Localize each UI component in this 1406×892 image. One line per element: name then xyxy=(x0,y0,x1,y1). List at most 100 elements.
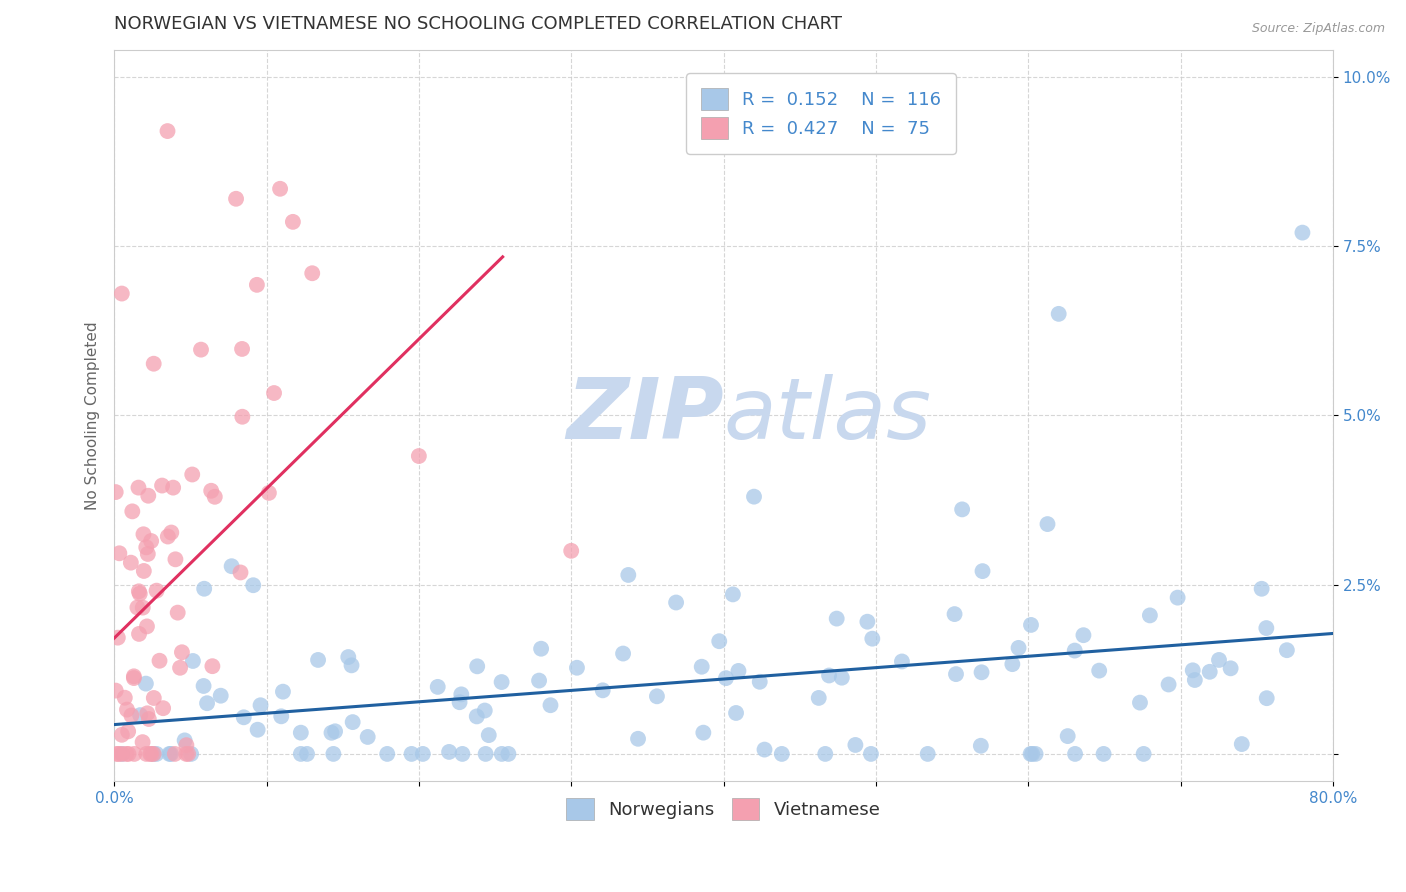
Point xyxy=(290,725,312,739)
Point xyxy=(323,724,346,739)
Point xyxy=(1063,643,1085,657)
Point xyxy=(290,747,312,761)
Point xyxy=(249,698,271,713)
Point xyxy=(271,684,294,698)
Point xyxy=(142,747,165,761)
Point xyxy=(340,658,363,673)
Point xyxy=(465,709,488,723)
Point xyxy=(592,683,614,698)
Point xyxy=(770,747,793,761)
Point xyxy=(135,676,157,690)
Point xyxy=(1256,691,1278,706)
Point xyxy=(337,650,360,665)
Point xyxy=(160,525,183,540)
Point xyxy=(1184,673,1206,687)
Point xyxy=(831,671,853,685)
Point xyxy=(145,583,167,598)
Point xyxy=(127,600,149,615)
Text: NORWEGIAN VS VIETNAMESE NO SCHOOLING COMPLETED CORRELATION CHART: NORWEGIAN VS VIETNAMESE NO SCHOOLING COM… xyxy=(114,15,842,33)
Point xyxy=(176,738,198,752)
Point xyxy=(177,747,200,761)
Point xyxy=(195,696,218,710)
Point xyxy=(108,546,131,560)
Point xyxy=(1256,621,1278,635)
Point xyxy=(1073,628,1095,642)
Point xyxy=(156,529,179,543)
Point xyxy=(107,631,129,645)
Point xyxy=(742,490,765,504)
Point xyxy=(136,547,159,561)
Point xyxy=(246,277,269,292)
Point xyxy=(450,687,472,701)
Point xyxy=(111,747,134,761)
Point xyxy=(128,584,150,599)
Point xyxy=(124,747,146,761)
Point xyxy=(1181,663,1204,677)
Point xyxy=(530,641,553,656)
Point xyxy=(121,504,143,518)
Point xyxy=(135,747,157,761)
Point xyxy=(232,710,254,724)
Point xyxy=(166,606,188,620)
Point xyxy=(1019,618,1042,632)
Point xyxy=(231,409,253,424)
Point xyxy=(141,747,163,761)
Point xyxy=(117,724,139,739)
Point xyxy=(156,124,179,138)
Point xyxy=(754,742,776,756)
Point xyxy=(1025,747,1047,761)
Point xyxy=(721,587,744,601)
Point xyxy=(1291,226,1313,240)
Point xyxy=(160,747,183,761)
Point xyxy=(859,747,882,761)
Point xyxy=(231,342,253,356)
Point xyxy=(1047,307,1070,321)
Point xyxy=(1056,729,1078,743)
Point xyxy=(627,731,650,746)
Point xyxy=(357,730,380,744)
Point xyxy=(1007,640,1029,655)
Point xyxy=(138,712,160,726)
Point xyxy=(478,728,501,742)
Point xyxy=(170,645,193,659)
Point xyxy=(1250,582,1272,596)
Point xyxy=(1129,696,1152,710)
Point xyxy=(129,708,152,723)
Point xyxy=(491,747,513,761)
Point xyxy=(714,671,737,685)
Point xyxy=(142,690,165,705)
Point xyxy=(437,745,460,759)
Point xyxy=(690,659,713,673)
Point xyxy=(136,489,159,503)
Point xyxy=(725,706,748,720)
Point xyxy=(1021,747,1043,761)
Point xyxy=(1088,664,1111,678)
Point xyxy=(1157,677,1180,691)
Point xyxy=(142,357,165,371)
Point xyxy=(970,665,993,680)
Point xyxy=(540,698,562,713)
Point xyxy=(451,747,474,761)
Point xyxy=(301,266,323,280)
Point xyxy=(617,568,640,582)
Point xyxy=(128,587,150,601)
Point xyxy=(1001,657,1024,672)
Point xyxy=(136,619,159,633)
Point xyxy=(692,725,714,739)
Point xyxy=(242,578,264,592)
Point xyxy=(150,478,173,492)
Point xyxy=(1092,747,1115,761)
Point xyxy=(950,502,973,516)
Point xyxy=(148,654,170,668)
Point xyxy=(281,215,304,229)
Point xyxy=(132,600,155,615)
Point xyxy=(122,669,145,683)
Point xyxy=(945,667,967,681)
Point xyxy=(1275,643,1298,657)
Point xyxy=(104,485,127,500)
Point xyxy=(401,747,423,761)
Text: Source: ZipAtlas.com: Source: ZipAtlas.com xyxy=(1251,22,1385,36)
Point xyxy=(115,703,138,717)
Point xyxy=(860,632,883,646)
Point xyxy=(163,747,186,761)
